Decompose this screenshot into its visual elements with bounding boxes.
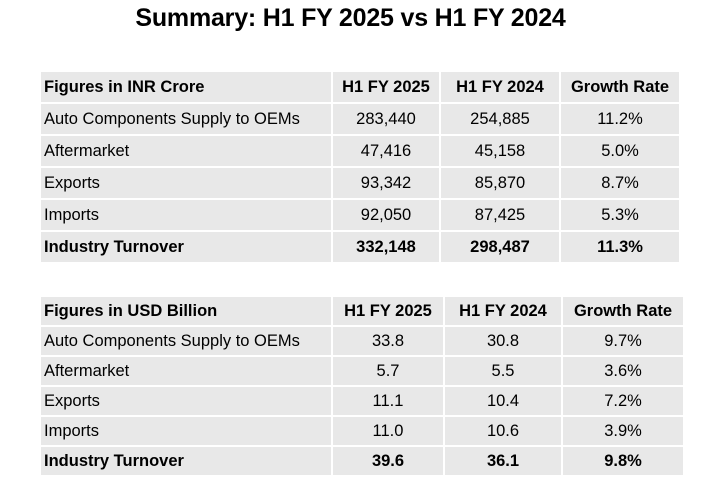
row-label: Aftermarket [39, 355, 333, 387]
header-cell: H1 FY 2025 [331, 295, 445, 327]
table-cell: 87,425 [439, 198, 561, 232]
table-total-row: Industry Turnover 39.6 36.1 9.8% [39, 445, 685, 477]
table-cell: 9.7% [561, 325, 685, 357]
table-cell: 5.7 [331, 355, 445, 387]
table-cell: 33.8 [331, 325, 445, 357]
row-label: Auto Components Supply to OEMs [39, 325, 333, 357]
table-cell: 254,885 [439, 102, 561, 136]
table-cell: 45,158 [439, 134, 561, 168]
page-title: Summary: H1 FY 2025 vs H1 FY 2024 [135, 4, 566, 32]
row-label: Imports [39, 415, 333, 447]
table-cell: 93,342 [331, 166, 441, 200]
table-cell: 92,050 [331, 198, 441, 232]
table-cell: 36.1 [443, 445, 563, 477]
table-cell: 298,487 [439, 230, 561, 264]
table-cell: 283,440 [331, 102, 441, 136]
header-cell: H1 FY 2024 [439, 70, 561, 104]
table-cell: 5.5 [443, 355, 563, 387]
header-cell: Growth Rate [561, 295, 685, 327]
row-label: Exports [39, 166, 333, 200]
table-cell: 9.8% [561, 445, 685, 477]
header-cell: H1 FY 2025 [331, 70, 441, 104]
header-cell: Growth Rate [559, 70, 681, 104]
table-cell: 47,416 [331, 134, 441, 168]
table-cell: 11.1 [331, 385, 445, 417]
table-row: Aftermarket 47,416 45,158 5.0% [39, 134, 681, 168]
usd-summary-table: Figures in USD Billion H1 FY 2025 H1 FY … [39, 295, 685, 477]
table-cell: 11.3% [559, 230, 681, 264]
table-cell: 332,148 [331, 230, 441, 264]
table-row: Exports 93,342 85,870 8.7% [39, 166, 681, 200]
table-header-row: Figures in USD Billion H1 FY 2025 H1 FY … [39, 295, 685, 327]
row-label: Auto Components Supply to OEMs [39, 102, 333, 136]
inr-summary-table: Figures in INR Crore H1 FY 2025 H1 FY 20… [39, 70, 681, 264]
table-row: Auto Components Supply to OEMs 283,440 2… [39, 102, 681, 136]
header-cell: Figures in USD Billion [39, 295, 333, 327]
table-row: Imports 92,050 87,425 5.3% [39, 198, 681, 232]
table-cell: 11.0 [331, 415, 445, 447]
row-label: Imports [39, 198, 333, 232]
table-cell: 5.0% [559, 134, 681, 168]
table-row: Auto Components Supply to OEMs 33.8 30.8… [39, 325, 685, 357]
table-header-row: Figures in INR Crore H1 FY 2025 H1 FY 20… [39, 70, 681, 104]
row-label: Aftermarket [39, 134, 333, 168]
row-label: Exports [39, 385, 333, 417]
table-cell: 3.9% [561, 415, 685, 447]
table-cell: 85,870 [439, 166, 561, 200]
row-label: Industry Turnover [39, 230, 333, 264]
table-cell: 5.3% [559, 198, 681, 232]
header-cell: Figures in INR Crore [39, 70, 333, 104]
table-total-row: Industry Turnover 332,148 298,487 11.3% [39, 230, 681, 264]
table-cell: 11.2% [559, 102, 681, 136]
table-row: Imports 11.0 10.6 3.9% [39, 415, 685, 447]
table-cell: 30.8 [443, 325, 563, 357]
table-cell: 10.4 [443, 385, 563, 417]
table-row: Exports 11.1 10.4 7.2% [39, 385, 685, 417]
header-cell: H1 FY 2024 [443, 295, 563, 327]
table-cell: 7.2% [561, 385, 685, 417]
table-row: Aftermarket 5.7 5.5 3.6% [39, 355, 685, 387]
table-cell: 39.6 [331, 445, 445, 477]
table-cell: 3.6% [561, 355, 685, 387]
table-cell: 10.6 [443, 415, 563, 447]
table-cell: 8.7% [559, 166, 681, 200]
row-label: Industry Turnover [39, 445, 333, 477]
